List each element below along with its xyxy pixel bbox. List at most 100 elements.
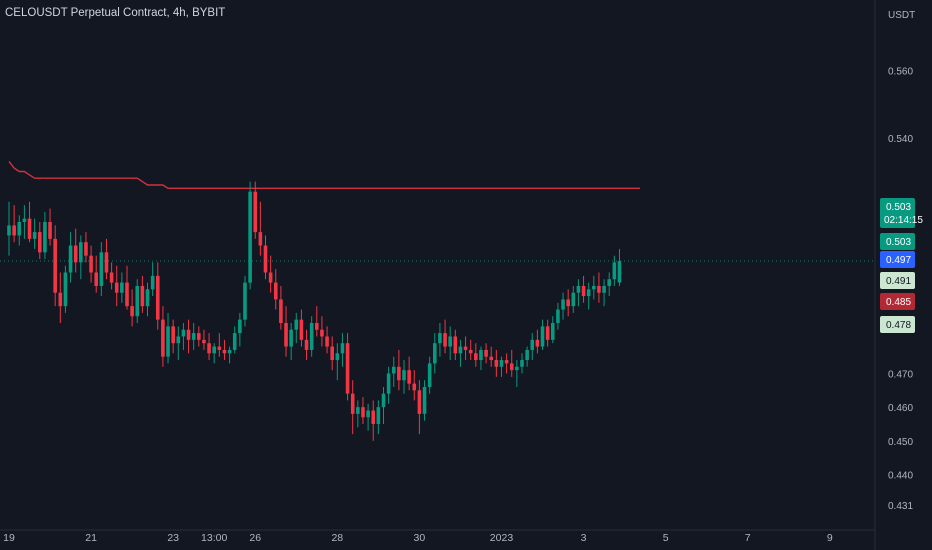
candle-body xyxy=(202,339,206,344)
y-tick-label: 0.450 xyxy=(888,437,913,448)
candle-body xyxy=(443,333,447,347)
candle-body xyxy=(607,279,612,286)
candle-body xyxy=(315,323,319,330)
candle-body xyxy=(391,366,396,374)
price-tag xyxy=(880,233,915,250)
price-tag xyxy=(880,198,915,228)
y-tick-label: 0.560 xyxy=(888,67,913,78)
candle-body xyxy=(222,349,227,354)
candle-body xyxy=(32,232,37,239)
candle-body xyxy=(299,319,304,340)
candle-body xyxy=(427,363,432,387)
price-tag xyxy=(880,316,915,333)
candle-body xyxy=(207,343,211,354)
candle-body xyxy=(545,326,550,340)
candle-body xyxy=(509,363,514,371)
candle-body xyxy=(494,360,499,367)
candle-body xyxy=(120,282,124,293)
candle-body xyxy=(468,349,473,354)
x-tick-label: 2023 xyxy=(490,532,514,544)
candle-body xyxy=(258,232,263,246)
candle-body xyxy=(309,323,314,350)
x-tick-label: 30 xyxy=(414,532,426,544)
candle-body xyxy=(181,329,186,337)
candle-body xyxy=(499,360,504,367)
price-tag-label: 0.485 xyxy=(886,297,911,308)
candle-body xyxy=(114,282,119,293)
candle-body xyxy=(458,346,463,354)
candle-body xyxy=(125,282,129,307)
candle-body xyxy=(586,289,591,297)
candle-body xyxy=(617,261,622,283)
candle-body xyxy=(289,329,293,347)
candle-body xyxy=(104,252,109,273)
x-tick-label: 7 xyxy=(745,532,751,544)
candle-body xyxy=(325,336,329,347)
candle-body xyxy=(581,285,586,297)
price-tag xyxy=(880,293,915,310)
candle-body xyxy=(386,373,391,394)
price-tag-label: 0.503 xyxy=(886,237,911,248)
candle-body xyxy=(550,323,555,340)
countdown-label: 02:14:15 xyxy=(884,215,923,226)
x-tick-label: 28 xyxy=(331,532,343,544)
candle-body xyxy=(592,285,596,290)
candle-body xyxy=(345,343,350,394)
candle-body xyxy=(68,245,73,273)
candle-body xyxy=(489,356,494,361)
candle-body xyxy=(227,349,232,354)
candle-body xyxy=(73,245,78,263)
candle-body xyxy=(479,349,483,361)
candle-body xyxy=(515,366,519,371)
candle-body xyxy=(366,410,370,418)
price-tag xyxy=(880,272,915,289)
price-tag-label: 0.503 xyxy=(886,202,911,213)
y-tick-label: 0.440 xyxy=(888,471,913,482)
candle-body xyxy=(279,299,283,323)
candle-body xyxy=(525,349,529,361)
candle-body xyxy=(566,299,570,307)
x-tick-label: 13:00 xyxy=(201,532,227,544)
x-tick-label: 9 xyxy=(827,532,833,544)
candle-body xyxy=(320,329,324,337)
candle-body xyxy=(53,238,57,293)
candle-body xyxy=(284,323,288,347)
candle-body xyxy=(407,370,411,384)
candle-body xyxy=(571,292,576,307)
candle-body xyxy=(43,222,47,253)
candle-body xyxy=(597,285,601,293)
candle-body xyxy=(535,339,540,347)
candle-body xyxy=(561,299,565,310)
candle-body xyxy=(191,333,196,340)
y-tick-label: 0.431 xyxy=(888,501,913,512)
candle-body xyxy=(432,343,437,364)
candle-body xyxy=(376,407,381,424)
candle-body xyxy=(17,222,22,236)
candle-body xyxy=(294,319,299,330)
candle-body xyxy=(232,333,237,350)
candle-body xyxy=(484,349,488,357)
candle-body xyxy=(89,255,93,273)
candle-body xyxy=(350,393,355,414)
candle-body xyxy=(602,285,606,293)
candle-body xyxy=(79,242,83,263)
candle-body xyxy=(474,353,478,361)
candle-body xyxy=(238,319,242,334)
candle-body xyxy=(540,326,545,347)
candle-body xyxy=(453,336,458,354)
candle-body xyxy=(37,232,42,253)
candle-body xyxy=(422,386,427,414)
x-tick-label: 3 xyxy=(581,532,587,544)
price-tag-label: 0.497 xyxy=(886,255,911,266)
candle-body xyxy=(520,360,524,367)
candle-body xyxy=(155,275,160,320)
price-tag-label: 0.491 xyxy=(886,276,911,287)
candle-body xyxy=(176,336,181,344)
chart-title: CELOUSDT Perpetual Contract, 4h, BYBIT xyxy=(5,7,226,19)
candle-body xyxy=(361,407,365,418)
candle-body xyxy=(273,282,278,300)
candle-body xyxy=(217,346,222,350)
candle-body xyxy=(48,222,52,239)
candle-body xyxy=(150,275,155,290)
